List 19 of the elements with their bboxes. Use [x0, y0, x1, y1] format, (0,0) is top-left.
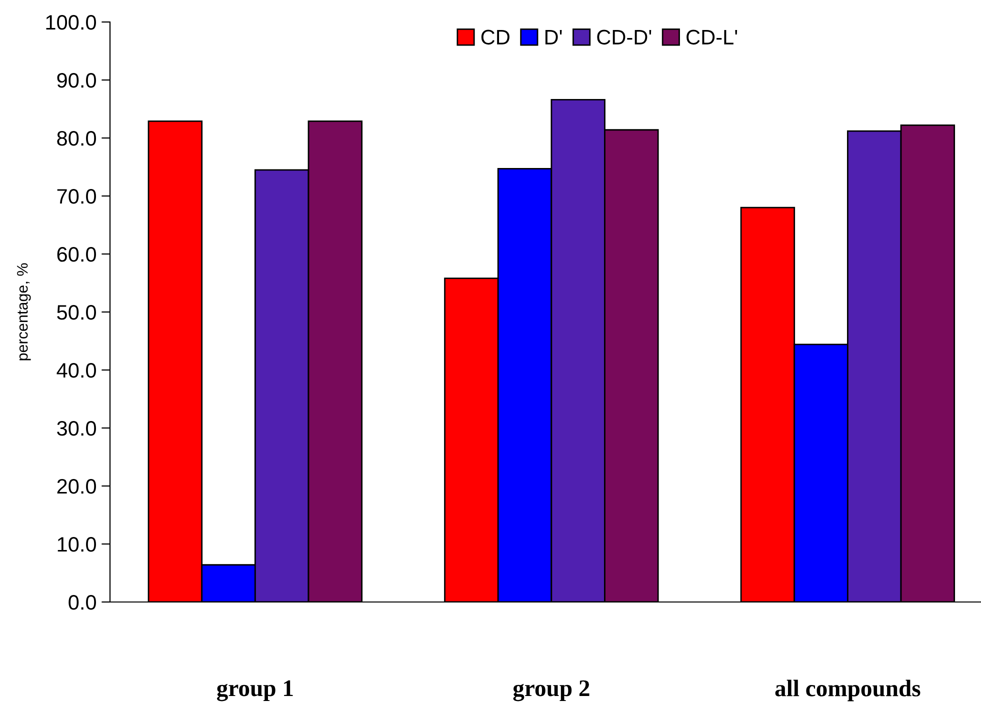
x-tick-label: group 2 [513, 680, 590, 702]
y-tick-label: 10.0 [58, 537, 96, 552]
legend-label: D' [545, 30, 562, 44]
y-tick-label: 100.0 [46, 15, 96, 30]
legend-label: CD-L' [686, 30, 738, 45]
y-axis-title: percentage, % [17, 263, 31, 360]
legend-label: CD [481, 30, 510, 45]
y-tick-label: 0.0 [68, 595, 96, 610]
legend-label: CD-D' [597, 30, 652, 45]
y-tick-label: 90.0 [57, 73, 96, 88]
y-tick-label: 20.0 [57, 479, 96, 494]
x-tick-label: group 1 [216, 680, 293, 702]
y-tick-label: 60.0 [57, 247, 96, 262]
x-tick-label: all compounds [775, 680, 920, 702]
y-tick-label: 30.0 [57, 421, 96, 436]
y-tick-label: 50.0 [57, 305, 96, 320]
y-tick-label: 80.0 [57, 131, 96, 146]
y-tick-label: 70.0 [57, 189, 96, 204]
y-tick-label: 40.0 [56, 363, 96, 378]
